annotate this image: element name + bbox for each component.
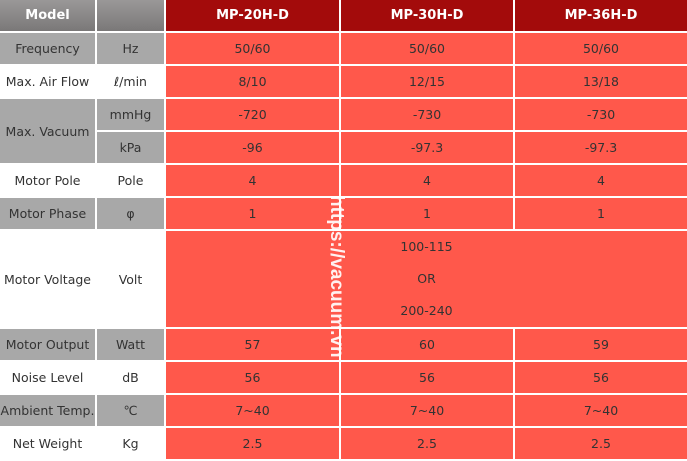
row-unit: Kg — [97, 428, 164, 459]
voltage-line: OR — [417, 271, 436, 286]
row-unit: ℓ/min — [97, 66, 164, 97]
row-unit: Pole — [97, 165, 164, 196]
table-row: Motor Pole Pole 4 4 4 — [0, 165, 687, 196]
row-unit: Volt — [97, 231, 164, 327]
model-name: MP-20H-D — [166, 0, 339, 31]
table-row: Ambient Temp. ℃ 7~40 7~40 7~40 — [0, 395, 687, 426]
value-cell: -730 — [515, 99, 687, 130]
row-unit: kPa — [97, 132, 164, 163]
value-cell: 12/15 — [341, 66, 513, 97]
value-cell: 7~40 — [166, 395, 339, 426]
value-cell: 60 — [341, 329, 513, 360]
table-row: Max. Vacuum mmHg -720 -730 -730 — [0, 99, 687, 163]
table-row: Motor Voltage Volt 100-115 OR 200-240 — [0, 231, 687, 327]
voltage-line: 100-115 — [400, 239, 453, 254]
value-cell: 1 — [341, 198, 513, 229]
value-cell: -730 — [341, 99, 513, 130]
row-label: Max. Air Flow — [0, 66, 95, 97]
row-unit: φ — [97, 198, 164, 229]
value-cell: 4 — [341, 165, 513, 196]
value-cell: 50/60 — [166, 33, 339, 64]
row-label: Motor Voltage — [0, 231, 95, 327]
model-header: Model — [0, 0, 95, 31]
header-row: Model MP-20H-D MP-30H-D MP-36H-D — [0, 0, 687, 31]
watermark: https://vacuum.vn — [326, 195, 347, 358]
value-cell: 4 — [166, 165, 339, 196]
value-cell: 2.5 — [515, 428, 687, 459]
value-cell: -720 — [166, 99, 339, 130]
value-cell: 50/60 — [515, 33, 687, 64]
table-row: Motor Output Watt 57 60 59 — [0, 329, 687, 360]
value-cell: 50/60 — [341, 33, 513, 64]
value-cell: 13/18 — [515, 66, 687, 97]
row-label: Noise Level — [0, 362, 95, 393]
value-cell: 59 — [515, 329, 687, 360]
value-cell: 1 — [166, 198, 339, 229]
row-label: Frequency — [0, 33, 95, 64]
value-cell: 1 — [515, 198, 687, 229]
table-row: Frequency Hz 50/60 50/60 50/60 — [0, 33, 687, 64]
voltage-value: 100-115 OR 200-240 — [166, 231, 687, 327]
row-unit: mmHg — [97, 99, 164, 130]
table-row: Noise Level dB 56 56 56 — [0, 362, 687, 393]
row-label: Net Weight — [0, 428, 95, 459]
row-label: Motor Pole — [0, 165, 95, 196]
row-label: Motor Output — [0, 329, 95, 360]
value-cell: 7~40 — [341, 395, 513, 426]
value-cell: 4 — [515, 165, 687, 196]
value-cell: 2.5 — [341, 428, 513, 459]
row-label: Ambient Temp. — [0, 395, 95, 426]
row-unit: Hz — [97, 33, 164, 64]
row-unit: ℃ — [97, 395, 164, 426]
row-label: Motor Phase — [0, 198, 95, 229]
value-cell: -97.3 — [515, 132, 687, 163]
value-cell: 8/10 — [166, 66, 339, 97]
unit-header — [97, 0, 164, 31]
value-cell: 56 — [341, 362, 513, 393]
row-unit: Watt — [97, 329, 164, 360]
model-name: MP-30H-D — [341, 0, 513, 31]
value-cell: -97.3 — [341, 132, 513, 163]
value-cell: 56 — [166, 362, 339, 393]
value-cell: -96 — [166, 132, 339, 163]
value-cell: 2.5 — [166, 428, 339, 459]
table-row: kPa -96 -97.3 -97.3 — [0, 132, 687, 163]
table-row: Motor Phase φ 1 1 1 — [0, 198, 687, 229]
value-cell: 56 — [515, 362, 687, 393]
row-label: Max. Vacuum — [0, 99, 95, 163]
value-cell: 57 — [166, 329, 339, 360]
model-name: MP-36H-D — [515, 0, 687, 31]
row-unit: dB — [97, 362, 164, 393]
voltage-line: 200-240 — [400, 303, 453, 318]
table-row: Net Weight Kg 2.5 2.5 2.5 — [0, 428, 687, 459]
table-row: Max. Air Flow ℓ/min 8/10 12/15 13/18 — [0, 66, 687, 97]
value-cell: 7~40 — [515, 395, 687, 426]
